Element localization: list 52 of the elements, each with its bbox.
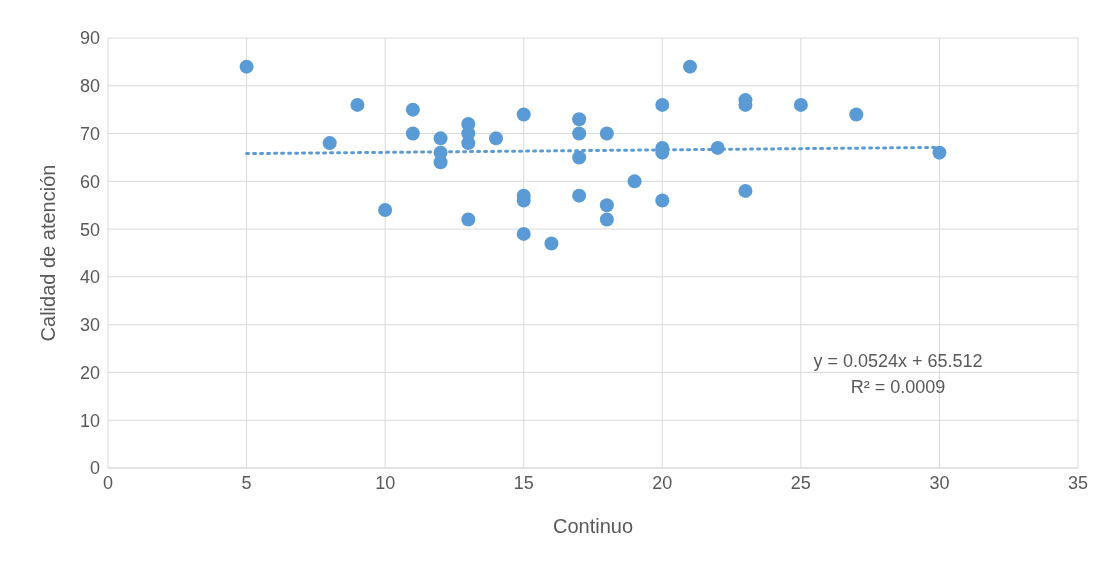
x-axis-title: Continuo	[552, 515, 634, 537]
y-tick-label: 0	[89, 458, 100, 479]
point	[405, 102, 420, 117]
point	[599, 198, 614, 213]
y-tick-label: 30	[79, 315, 100, 336]
point	[710, 140, 725, 155]
point	[849, 107, 864, 122]
point	[683, 59, 697, 74]
y-tick-label: 80	[79, 76, 100, 97]
point	[572, 126, 587, 141]
x-tick-label: 20	[652, 472, 673, 493]
annotation: y = 0.0524x + 65.512	[812, 350, 984, 373]
point	[461, 136, 476, 151]
point	[599, 126, 614, 141]
x-tick-label: 0	[102, 472, 114, 493]
point	[433, 131, 448, 146]
point	[322, 136, 337, 151]
point	[738, 183, 753, 198]
y-tick-label: 70	[79, 123, 100, 144]
point	[932, 145, 947, 160]
point	[599, 212, 614, 227]
x-tick-label: 35	[1067, 472, 1089, 493]
x-tick-label: 5	[241, 472, 252, 493]
y-tick-label: 60	[79, 171, 100, 192]
point	[433, 155, 448, 170]
x-tick-label: 25	[790, 472, 811, 493]
point	[655, 193, 670, 208]
point	[793, 97, 808, 112]
y-axis-title: Calidad de atención	[37, 164, 60, 342]
point	[239, 59, 254, 74]
y-tick-label: 20	[79, 362, 100, 383]
point	[572, 150, 587, 165]
point	[655, 97, 670, 112]
y-tick-label: 40	[79, 267, 100, 288]
annotation: R² = 0.0009	[849, 376, 947, 399]
point	[572, 112, 587, 127]
y-tick-label: 50	[79, 219, 100, 240]
x-tick-label: 15	[513, 472, 534, 493]
point	[572, 188, 587, 203]
point	[627, 174, 642, 189]
point	[489, 131, 503, 146]
point	[544, 236, 559, 251]
x-tick-label: 30	[929, 472, 950, 493]
point	[350, 97, 365, 112]
point	[461, 212, 476, 227]
point	[378, 203, 393, 217]
point	[516, 107, 531, 122]
point	[405, 126, 420, 141]
point	[516, 226, 531, 241]
x-tick-label: 10	[375, 472, 396, 493]
y-tick-label: 10	[79, 410, 100, 431]
y-tick-label: 90	[79, 28, 100, 49]
